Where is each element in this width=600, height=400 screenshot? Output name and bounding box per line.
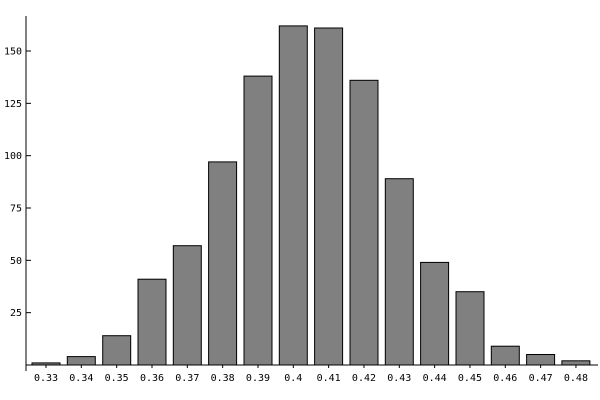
bar-0.4 [278,25,308,366]
y-tick-label: 50 [10,256,22,267]
y-tick-label: 125 [4,99,22,110]
x-tick-label: 0.33 [34,373,58,384]
x-axis: 0.33 0.34 0.35 0.36 0.37 0.38 0.39 0.4 0.41 0.42 0… [26,364,598,384]
x-tick-label: 0.43 [387,373,411,384]
x-tick-label: 0.41 [317,373,341,384]
x-tick-label: 0.39 [246,373,270,384]
bar-0.38 [208,161,238,366]
bar-0.47 [526,354,556,366]
bar-0.46 [490,345,520,366]
y-tick-label: 100 [4,151,22,162]
x-tick-label: 0.4 [284,373,302,384]
bar-0.41 [314,27,344,366]
y-tick-label: 75 [10,204,22,215]
x-tick-label: 0.37 [175,373,199,384]
bar-0.45 [455,291,485,366]
x-tick-label: 0.46 [493,373,517,384]
x-tick-label: 0.42 [352,373,376,384]
bar-0.39 [243,75,273,366]
x-tick-label: 0.36 [140,373,164,384]
bar-0.42 [349,79,379,366]
bar-0.48 [561,360,591,366]
bar-0.34 [66,356,96,366]
y-axis: 25 50 75 100 125 150 [4,16,31,371]
x-tick-label: 0.34 [69,373,93,384]
x-tick-label: 0.47 [529,373,553,384]
y-tick-label: 25 [10,308,22,319]
bar-0.36 [137,278,167,366]
x-tick-label: 0.48 [564,373,588,384]
x-tick-label: 0.45 [458,373,482,384]
x-tick-label: 0.35 [105,373,129,384]
x-tick-label: 0.44 [423,373,447,384]
bar-0.37 [172,245,202,366]
bars [31,25,591,366]
bar-0.35 [102,335,132,366]
x-tick-label: 0.38 [211,373,235,384]
bar-0.43 [384,178,414,366]
y-tick-label: 150 [4,47,22,58]
bar-0.44 [420,261,450,366]
